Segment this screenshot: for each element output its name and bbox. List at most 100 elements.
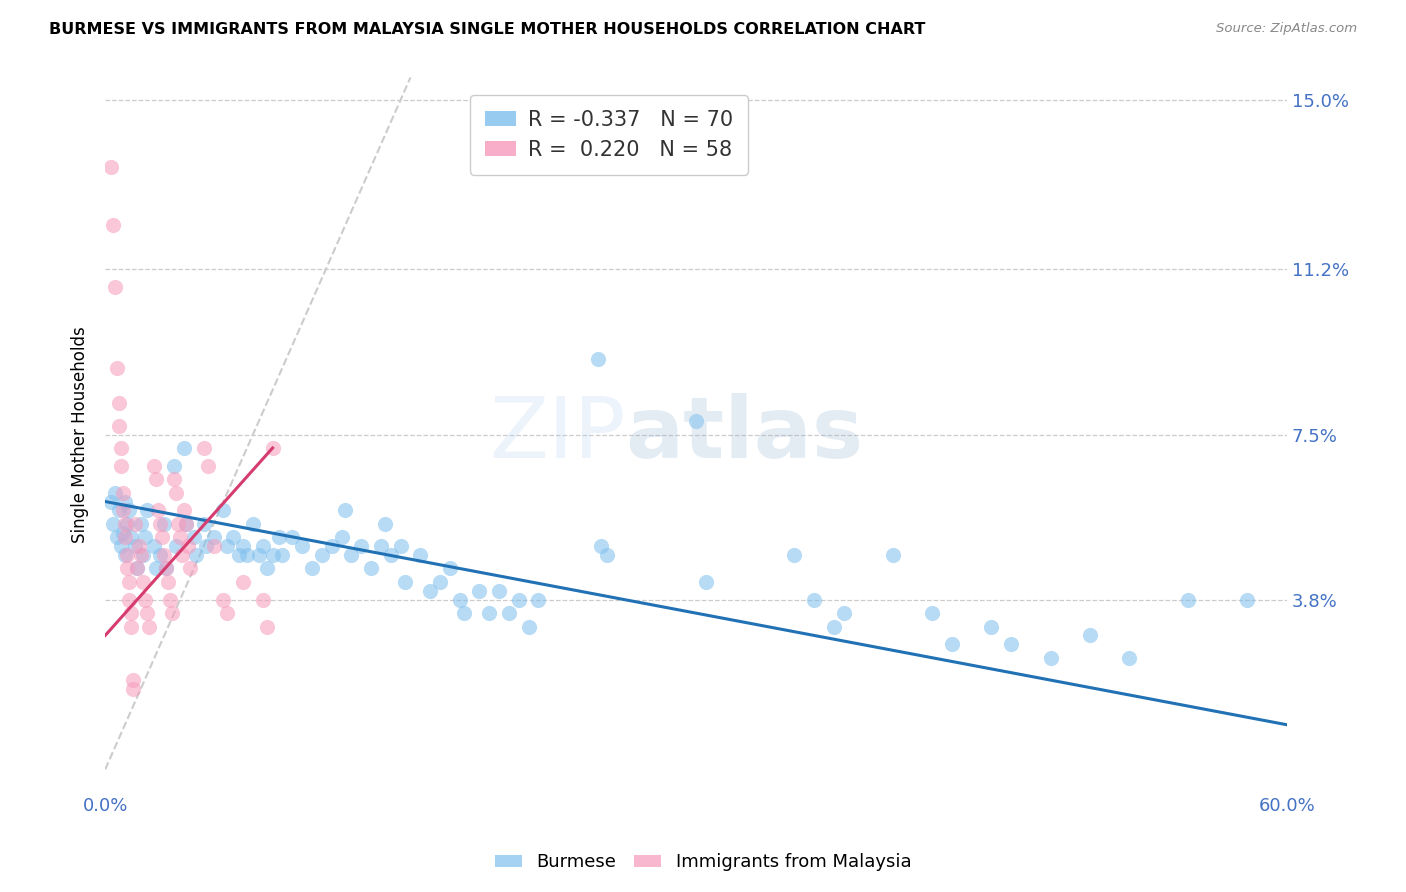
Point	[179, 561, 201, 575]
Point	[111, 525, 134, 540]
Point	[111, 485, 134, 500]
Point	[108, 396, 131, 410]
Point	[115, 548, 138, 562]
Point	[267, 530, 290, 544]
Point	[125, 561, 148, 575]
Point	[193, 441, 215, 455]
Point	[153, 516, 176, 531]
Point	[169, 530, 191, 544]
Point	[170, 548, 193, 562]
Point	[301, 561, 323, 575]
Legend: R = -0.337   N = 70, R =  0.220   N = 58: R = -0.337 N = 70, R = 0.220 N = 58	[470, 95, 748, 175]
Point	[1177, 592, 1199, 607]
Point	[134, 530, 156, 544]
Point	[197, 458, 219, 473]
Point	[184, 548, 207, 562]
Point	[370, 539, 392, 553]
Point	[100, 494, 122, 508]
Point	[138, 619, 160, 633]
Point	[131, 574, 153, 589]
Point	[228, 548, 250, 562]
Point	[150, 530, 173, 544]
Point	[256, 619, 278, 633]
Point	[1078, 628, 1101, 642]
Point	[193, 516, 215, 531]
Point	[212, 503, 235, 517]
Point	[115, 561, 138, 575]
Point	[134, 592, 156, 607]
Point	[449, 592, 471, 607]
Point	[105, 360, 128, 375]
Point	[143, 458, 166, 473]
Point	[941, 637, 963, 651]
Point	[174, 516, 197, 531]
Point	[111, 503, 134, 517]
Point	[124, 539, 146, 553]
Point	[110, 458, 132, 473]
Point	[118, 574, 141, 589]
Point	[173, 441, 195, 455]
Point	[429, 574, 451, 589]
Point	[596, 548, 619, 562]
Point	[517, 619, 540, 633]
Point	[115, 516, 138, 531]
Point	[1236, 592, 1258, 607]
Point	[242, 516, 264, 531]
Point	[165, 539, 187, 553]
Point	[783, 548, 806, 562]
Point	[340, 548, 363, 562]
Point	[232, 539, 254, 553]
Point	[271, 548, 294, 562]
Point	[157, 574, 180, 589]
Point	[149, 516, 172, 531]
Point	[120, 530, 142, 544]
Point	[508, 592, 530, 607]
Point	[330, 530, 353, 544]
Point	[100, 160, 122, 174]
Point	[1039, 650, 1062, 665]
Point	[439, 561, 461, 575]
Point	[131, 548, 153, 562]
Point	[212, 592, 235, 607]
Point	[695, 574, 717, 589]
Point	[163, 458, 186, 473]
Point	[222, 530, 245, 544]
Point	[129, 548, 152, 562]
Point	[110, 441, 132, 455]
Point	[252, 592, 274, 607]
Point	[173, 503, 195, 517]
Point	[149, 548, 172, 562]
Point	[125, 561, 148, 575]
Point	[498, 606, 520, 620]
Point	[163, 472, 186, 486]
Point	[1000, 637, 1022, 651]
Point	[202, 539, 225, 553]
Point	[236, 548, 259, 562]
Point	[256, 561, 278, 575]
Point	[262, 548, 284, 562]
Point	[586, 351, 609, 366]
Point	[389, 539, 412, 553]
Point	[129, 516, 152, 531]
Text: BURMESE VS IMMIGRANTS FROM MALAYSIA SINGLE MOTHER HOUSEHOLDS CORRELATION CHART: BURMESE VS IMMIGRANTS FROM MALAYSIA SING…	[49, 22, 925, 37]
Point	[120, 606, 142, 620]
Point	[110, 539, 132, 553]
Point	[803, 592, 825, 607]
Text: Source: ZipAtlas.com: Source: ZipAtlas.com	[1216, 22, 1357, 36]
Point	[155, 561, 177, 575]
Point	[114, 494, 136, 508]
Point	[980, 619, 1002, 633]
Point	[685, 414, 707, 428]
Point	[121, 681, 143, 696]
Point	[128, 539, 150, 553]
Point	[453, 606, 475, 620]
Point	[468, 583, 491, 598]
Point	[118, 503, 141, 517]
Point	[148, 503, 170, 517]
Point	[832, 606, 855, 620]
Point	[488, 583, 510, 598]
Point	[108, 418, 131, 433]
Point	[145, 472, 167, 486]
Point	[478, 606, 501, 620]
Point	[160, 606, 183, 620]
